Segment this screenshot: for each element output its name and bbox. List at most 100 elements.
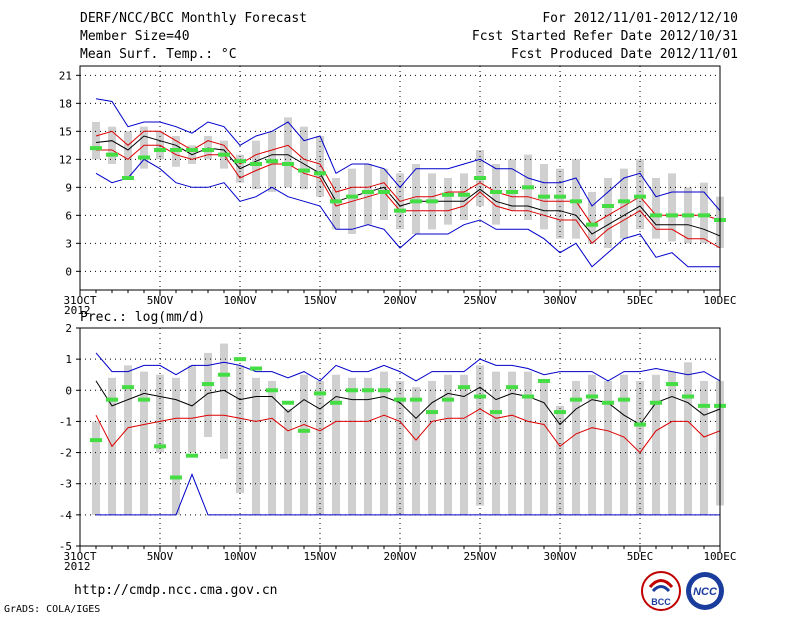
observed-marker xyxy=(634,194,646,199)
ensemble-box xyxy=(700,380,708,515)
y-tick-label: 21 xyxy=(59,69,72,82)
observed-marker xyxy=(586,222,598,227)
ensemble-box xyxy=(604,178,612,248)
x-tick-label: 5NOV xyxy=(147,294,174,307)
observed-marker xyxy=(410,199,422,204)
ensemble-box xyxy=(636,380,644,515)
observed-marker xyxy=(522,185,534,190)
observed-marker xyxy=(314,171,326,176)
observed-marker xyxy=(538,194,550,199)
x-tick-label: 25NOV xyxy=(463,294,496,307)
ensemble-box xyxy=(556,405,564,515)
observed-marker xyxy=(474,176,486,180)
observed-marker xyxy=(266,159,278,164)
observed-marker xyxy=(234,357,246,362)
observed-marker xyxy=(330,400,342,405)
observed-marker xyxy=(650,213,662,218)
observed-marker xyxy=(314,391,326,396)
ensemble-box xyxy=(492,371,500,515)
ensemble-box xyxy=(588,374,596,515)
observed-marker xyxy=(138,397,150,402)
ensemble-box xyxy=(588,192,596,244)
observed-marker xyxy=(650,400,662,405)
bcc-logo-text: BCC xyxy=(651,597,671,607)
x-tick-label: 5NOV xyxy=(147,550,174,563)
ensemble-box xyxy=(684,362,692,515)
observed-marker xyxy=(602,400,614,405)
ensemble-box xyxy=(476,365,484,506)
observed-marker xyxy=(346,388,358,393)
x-tick-label: 25NOV xyxy=(463,550,496,563)
observed-marker xyxy=(394,208,406,213)
ensemble-box xyxy=(508,159,516,211)
ensemble-max-line xyxy=(95,352,721,382)
ensemble-box xyxy=(428,380,436,515)
ensemble-box xyxy=(412,164,420,234)
ensemble-box xyxy=(700,182,708,244)
observed-marker xyxy=(394,397,406,402)
observed-marker xyxy=(410,397,422,402)
ensemble-box xyxy=(364,164,372,225)
bcc-logo: BCC xyxy=(641,571,681,611)
ensemble-box xyxy=(380,168,388,220)
ensemble-box xyxy=(604,380,612,515)
observed-marker xyxy=(122,385,134,390)
observed-marker xyxy=(602,204,614,208)
y-tick-label: 9 xyxy=(65,181,72,194)
ensemble-max-line xyxy=(95,98,721,212)
observed-marker xyxy=(250,162,262,166)
observed-marker xyxy=(378,190,390,194)
forecast-period: For 2012/11/01-2012/12/10 xyxy=(542,11,738,26)
ensemble-box xyxy=(268,380,276,515)
y-tick-label: 1 xyxy=(65,353,72,366)
ensemble-box xyxy=(668,371,676,515)
y-tick-label: 6 xyxy=(65,209,72,222)
observed-marker xyxy=(442,397,454,402)
observed-marker xyxy=(90,146,102,151)
observed-marker xyxy=(122,176,134,180)
y-tick-label: -2 xyxy=(59,447,72,460)
y-tick-label: 0 xyxy=(65,265,72,278)
ensemble-box xyxy=(300,126,308,190)
observed-marker xyxy=(202,148,214,152)
ensemble-box xyxy=(252,377,260,515)
y-tick-label: -3 xyxy=(59,478,72,491)
ensemble-box xyxy=(172,377,180,515)
observed-marker xyxy=(298,428,310,433)
observed-marker xyxy=(554,410,566,415)
fcst-produced-date: Fcst Produced Date 2012/11/01 xyxy=(511,47,738,62)
fcst-started-date: Fcst Started Refer Date 2012/10/31 xyxy=(471,29,738,44)
observed-marker xyxy=(666,382,678,387)
x-tick-label: 10DEC xyxy=(703,550,736,563)
x-tick-year-label: 2012 xyxy=(64,304,91,317)
observed-marker xyxy=(106,152,118,157)
source-url[interactable]: http://cmdp.ncc.cma.gov.cn xyxy=(74,583,278,598)
chart-title: DERF/NCC/BCC Monthly Forecast xyxy=(80,11,307,26)
observed-marker xyxy=(330,199,342,204)
observed-marker xyxy=(426,410,438,415)
y-tick-label: -4 xyxy=(59,509,73,522)
ensemble-box xyxy=(380,371,388,515)
observed-marker xyxy=(346,194,358,199)
observed-marker xyxy=(298,168,310,173)
observed-marker xyxy=(458,192,470,197)
ensemble-box xyxy=(124,131,132,178)
observed-marker xyxy=(618,199,630,204)
ensemble-box xyxy=(412,387,420,515)
y-tick-label: 2 xyxy=(65,322,72,335)
observed-marker xyxy=(186,453,198,458)
ensemble-box xyxy=(220,343,228,459)
y-tick-label: 12 xyxy=(59,153,72,166)
ensemble-box xyxy=(140,371,148,515)
ensemble-box xyxy=(300,374,308,515)
ensemble-box xyxy=(108,126,116,164)
y-tick-label: 18 xyxy=(59,97,72,110)
ensemble-min-line xyxy=(95,158,720,268)
observed-marker xyxy=(538,378,550,383)
ensemble-box xyxy=(492,164,500,225)
observed-marker xyxy=(522,394,534,399)
ensemble-box xyxy=(92,421,100,515)
x-tick-label: 31OCT xyxy=(63,550,96,563)
ensemble-mean-line xyxy=(95,135,721,237)
